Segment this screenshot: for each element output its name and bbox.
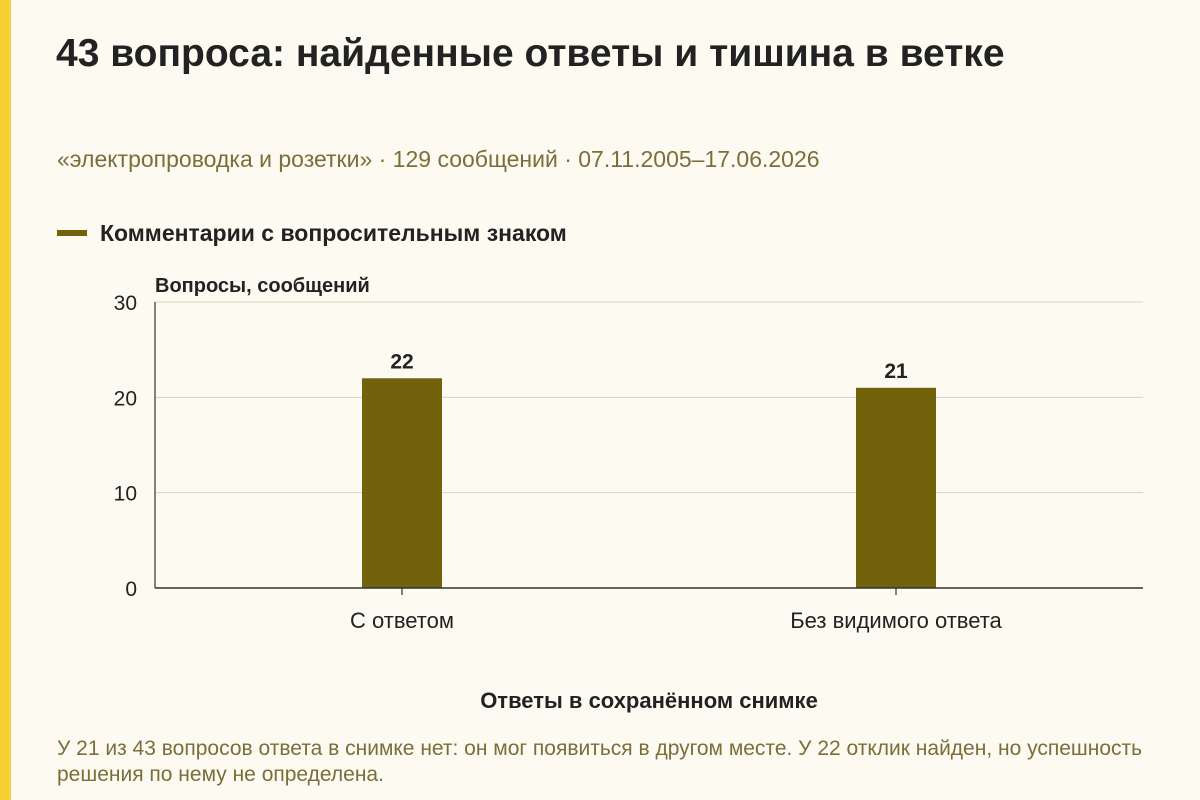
footnote: У 21 из 43 вопросов ответа в снимке нет:… <box>57 737 1143 786</box>
bar-chart: 0 10 20 30 Вопросы, сообщений 22 С ответом 21 Бе… <box>114 275 1143 713</box>
y-axis-label: Вопросы, сообщений <box>155 275 370 297</box>
x-tick-label: Без видимого ответа <box>790 608 1002 633</box>
x-tick-label: С ответом <box>350 608 454 633</box>
legend-label: Комментарии с вопросительным знаком <box>100 219 567 246</box>
bar <box>856 387 936 588</box>
y-tick-label: 10 <box>114 483 137 506</box>
bar-value-label: 22 <box>390 350 413 373</box>
accent-strip <box>0 0 11 800</box>
chart-subtitle: «электропроводка и розетки» · 129 сообще… <box>57 146 820 172</box>
legend: Комментарии с вопросительным знаком <box>57 218 567 248</box>
legend-swatch <box>57 230 87 236</box>
y-tick-label: 30 <box>114 292 137 315</box>
bar <box>362 378 442 588</box>
x-axis-label: Ответы в сохранённом снимке <box>480 688 818 713</box>
y-tick-label: 0 <box>125 578 137 601</box>
chart-title: 43 вопроса: найденные ответы и тишина в … <box>56 32 1005 75</box>
bar-value-label: 21 <box>884 360 908 383</box>
y-tick-label: 20 <box>114 387 137 410</box>
